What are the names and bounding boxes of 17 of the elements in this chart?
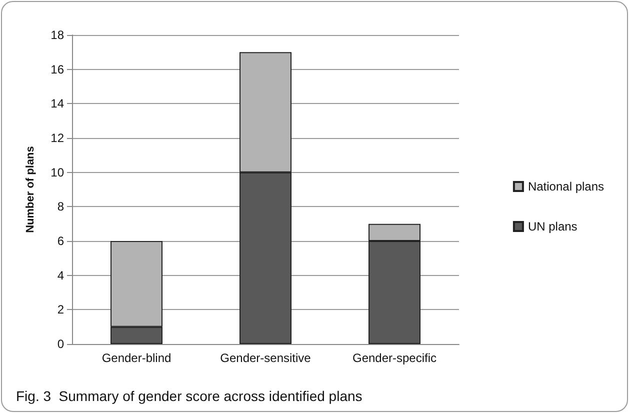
y-tick-label: 2 [57,302,64,317]
y-tick-label: 10 [50,165,64,180]
legend-label: UN plans [528,220,578,234]
y-axis-title: Number of plans [24,146,36,233]
y-tick-label: 14 [50,96,64,111]
y-tick-label: 6 [57,234,64,248]
y-tick-label: 4 [57,268,64,282]
x-tick-label: Gender-blind [102,351,172,365]
y-tick-label: 18 [50,28,64,42]
y-tick-label: 16 [50,62,64,76]
y-tick-label: 12 [50,131,64,145]
x-tick-label: Gender-sensitive [220,351,312,365]
legend-label: National plans [528,180,604,194]
y-tick-label: 8 [57,200,64,214]
x-tick-label: Gender-specific [352,351,437,365]
y-tick-label: 0 [57,337,64,351]
caption: Fig. 3 Summary of gender score across identified plans [16,388,362,404]
